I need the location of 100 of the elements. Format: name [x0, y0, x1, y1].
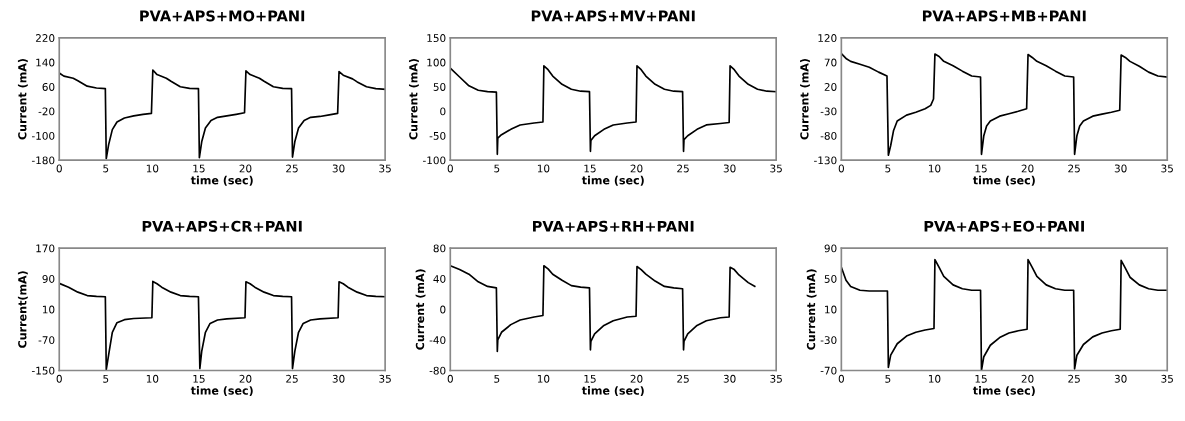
x-tick-label: 30 [723, 164, 736, 173]
x-axis-title: time (sec) [972, 386, 1035, 397]
line-series [450, 64, 777, 156]
line-series [841, 52, 1168, 157]
y-axis-title: Current (mA) [800, 58, 810, 140]
x-tick-label: 5 [885, 164, 891, 173]
y-tick-label: 70 [824, 58, 837, 67]
x-tick-label: 0 [56, 374, 62, 383]
x-tick-label: 30 [332, 374, 345, 383]
y-axis-title: Current(mA) [17, 271, 28, 348]
y-tick-label: -80 [429, 366, 446, 375]
x-tick-label: 20 [1021, 164, 1034, 173]
x-tick-label: 20 [239, 164, 252, 173]
x-tick-label: 15 [584, 374, 596, 383]
x-tick-label: 0 [838, 374, 844, 383]
x-tick-label: 20 [1021, 374, 1034, 383]
y-tick-label: 0 [440, 107, 446, 116]
y-tick-label: 80 [433, 244, 446, 253]
x-tick-label: 0 [447, 374, 453, 383]
y-tick-label: 90 [824, 244, 837, 253]
line-series [450, 264, 756, 353]
x-tick-label: 15 [975, 164, 987, 173]
x-tick-label: 10 [146, 374, 159, 383]
y-tick-label: 10 [42, 305, 55, 314]
y-tick-label: 220 [35, 34, 55, 42]
y-tick-label: -180 [31, 156, 55, 165]
y-tick-label: -40 [429, 336, 446, 345]
x-tick-label: 10 [146, 164, 159, 173]
y-tick-label: -130 [814, 156, 837, 165]
y-tick-label: -30 [820, 336, 837, 345]
y-tick-label: -100 [423, 156, 446, 165]
chart-title: PVA+APS+RH+PANI [533, 220, 694, 232]
y-tick-label: 50 [824, 275, 837, 283]
x-tick-label: 20 [239, 374, 252, 383]
x-tick-label: 10 [928, 164, 941, 173]
x-tick-label: 25 [1068, 164, 1080, 173]
x-tick-label: 25 [286, 164, 298, 173]
chart-title: PVA+APS+CR+PANI [142, 220, 302, 232]
y-axis-title: Current (mA) [408, 58, 419, 140]
x-axis-title: time (sec) [581, 386, 644, 397]
x-tick-label: 0 [838, 164, 844, 173]
chart-title: PVA+APS+MB+PANI [922, 10, 1086, 22]
x-tick-label: 30 [332, 164, 345, 173]
y-tick-label: 90 [42, 275, 55, 283]
y-tick-label: 100 [427, 58, 446, 67]
y-axis-title: Current (mA) [17, 58, 28, 140]
x-tick-label: 35 [379, 374, 391, 383]
chart-title: PVA+APS+EO+PANI [924, 220, 1084, 232]
x-tick-label: 30 [723, 374, 736, 383]
x-tick-label: 5 [494, 374, 500, 383]
x-tick-label: 5 [103, 164, 109, 173]
x-tick-label: 35 [379, 164, 391, 173]
x-tick-label: 15 [193, 374, 205, 383]
x-tick-label: 30 [1114, 164, 1127, 173]
x-tick-label: 5 [103, 374, 109, 383]
x-tick-label: 25 [286, 374, 298, 383]
x-axis-title: time (sec) [581, 175, 644, 186]
y-tick-label: 20 [824, 83, 837, 91]
y-tick-label: -50 [429, 131, 446, 140]
y-tick-label: -150 [31, 366, 55, 375]
x-tick-label: 20 [630, 164, 643, 173]
y-axis-title: Current (mA) [415, 269, 426, 350]
x-tick-label: 10 [928, 374, 941, 383]
y-tick-label: -100 [31, 131, 55, 140]
x-tick-label: 35 [1161, 374, 1173, 383]
y-tick-label: 120 [818, 34, 837, 42]
x-tick-label: 35 [770, 374, 782, 383]
y-tick-label: 170 [36, 244, 55, 253]
x-tick-label: 25 [677, 164, 689, 173]
y-tick-label: -70 [38, 336, 55, 345]
y-tick-label: 0 [440, 305, 446, 314]
x-tick-label: 35 [770, 164, 782, 173]
x-tick-label: 10 [537, 374, 550, 383]
x-axis-title: time (sec) [190, 386, 253, 397]
y-tick-label: 140 [36, 58, 55, 67]
y-tick-label: -70 [820, 366, 837, 375]
x-tick-label: 35 [1161, 164, 1173, 173]
x-tick-label: 5 [885, 374, 891, 383]
x-tick-label: 15 [193, 164, 205, 173]
x-tick-label: 5 [494, 164, 500, 173]
x-tick-label: 25 [677, 374, 689, 383]
chart-title: PVA+APS+MO+PANI [140, 10, 305, 22]
y-tick-label: 40 [433, 275, 446, 283]
x-tick-label: 20 [630, 374, 643, 383]
x-tick-label: 15 [975, 374, 987, 383]
x-axis-title: time (sec) [190, 175, 253, 186]
chart-title: PVA+APS+MV+PANI [531, 10, 695, 22]
y-tick-label: -80 [820, 131, 837, 140]
x-tick-label: 0 [447, 164, 453, 173]
x-axis-title: time (sec) [972, 175, 1035, 186]
y-tick-label: -20 [38, 107, 55, 116]
x-tick-label: 0 [56, 164, 62, 173]
y-tick-label: 60 [42, 83, 55, 91]
x-tick-label: 15 [584, 164, 596, 173]
x-tick-label: 25 [1068, 374, 1080, 383]
y-tick-label: 50 [433, 83, 446, 91]
y-tick-label: 10 [825, 305, 837, 314]
x-tick-label: 30 [1114, 374, 1127, 383]
y-tick-label: 150 [427, 34, 446, 42]
y-tick-label: -30 [820, 107, 837, 116]
